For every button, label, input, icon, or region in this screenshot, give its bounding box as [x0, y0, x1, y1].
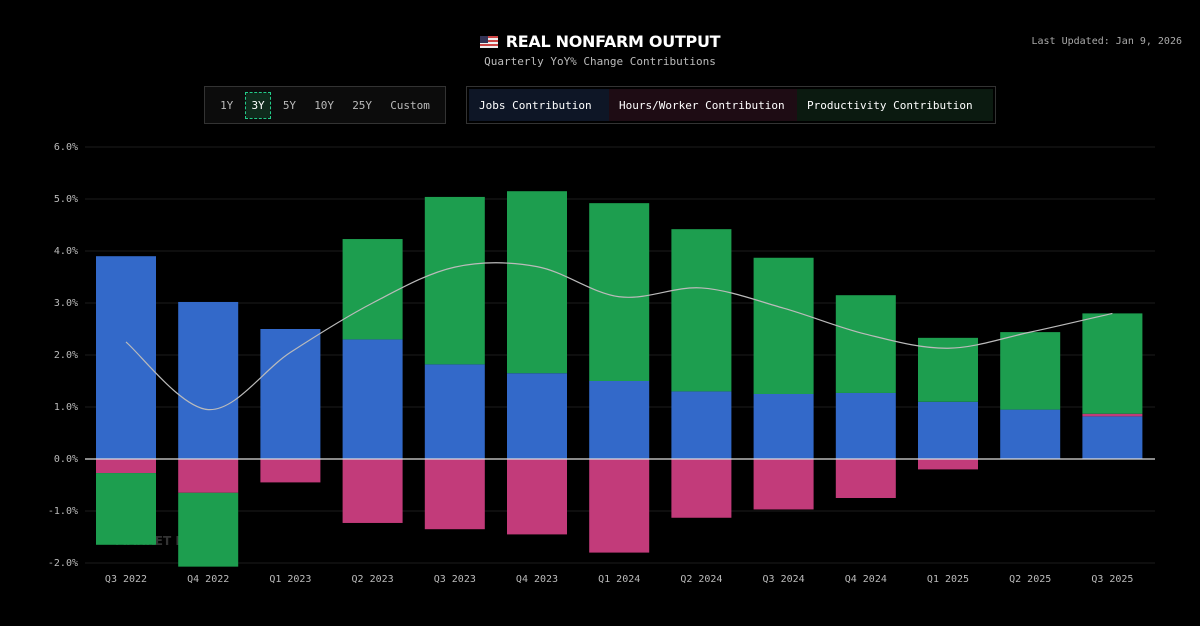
x-tick-label: Q4 2023: [516, 574, 558, 585]
bar-productivity: [835, 295, 896, 393]
x-tick-label: Q2 2023: [352, 574, 394, 585]
y-tick-label: 2.0%: [54, 350, 78, 361]
y-tick-label: -1.0%: [48, 506, 78, 517]
range-25y[interactable]: 25Y: [352, 98, 373, 112]
y-tick-label: 5.0%: [54, 194, 78, 205]
range-selector: 1Y 3Y 5Y 10Y 25Y Custom: [204, 86, 446, 124]
x-tick-label: Q4 2024: [845, 574, 887, 585]
bar-jobs: [342, 339, 403, 459]
bar-productivity: [1000, 332, 1061, 410]
bar-jobs: [835, 392, 896, 459]
bar-jobs: [260, 329, 321, 459]
title-text: REAL NONFARM OUTPUT: [505, 32, 721, 51]
range-3y[interactable]: 3Y: [245, 91, 271, 119]
x-tick-label: Q3 2025: [1091, 574, 1133, 585]
bar-hours: [507, 459, 567, 535]
bar-jobs: [96, 256, 156, 459]
x-tick-label: Q2 2024: [680, 574, 722, 585]
bar-productivity: [753, 257, 814, 394]
legend-hours-worker[interactable]: Hours/Worker Contribution: [609, 89, 797, 121]
range-1y[interactable]: 1Y: [220, 98, 234, 112]
bar-jobs: [753, 394, 814, 459]
y-tick-label: 4.0%: [54, 246, 78, 257]
bar-jobs: [918, 401, 978, 459]
bar-jobs: [589, 381, 650, 459]
x-tick-label: Q3 2022: [105, 574, 147, 585]
bar-jobs: [1082, 416, 1143, 459]
x-tick-label: Q1 2024: [598, 574, 640, 585]
bar-jobs: [1000, 409, 1061, 459]
legend: Jobs Contribution Hours/Worker Contribut…: [466, 86, 996, 124]
bar-jobs: [671, 391, 732, 459]
bar-hours: [671, 459, 732, 518]
x-tick-label: Q2 2025: [1009, 574, 1051, 585]
us-flag-icon: [479, 36, 498, 48]
bar-jobs: [424, 364, 485, 459]
range-10y[interactable]: 10Y: [314, 98, 335, 112]
bar-productivity: [589, 203, 650, 381]
x-tick-label: Q3 2023: [434, 574, 476, 585]
bar-jobs: [507, 373, 567, 459]
x-tick-label: Q4 2022: [187, 574, 229, 585]
bar-hours: [342, 459, 403, 523]
y-tick-label: 1.0%: [54, 402, 78, 413]
bar-hours: [753, 459, 814, 510]
total-line: [125, 262, 1113, 411]
bar-productivity: [1082, 313, 1143, 414]
y-tick-label: 0.0%: [54, 454, 78, 465]
bar-hours: [96, 459, 156, 474]
chart-subtitle: Quarterly YoY% Change Contributions: [484, 55, 716, 68]
bar-productivity: [178, 492, 239, 567]
bar-jobs: [178, 301, 239, 459]
bar-hours: [260, 459, 321, 483]
range-5y[interactable]: 5Y: [282, 98, 297, 112]
legend-jobs[interactable]: Jobs Contribution: [469, 89, 609, 121]
bar-productivity: [96, 473, 156, 545]
bar-hours: [424, 459, 485, 530]
chart-title: REAL NONFARM OUTPUT: [0, 32, 1200, 51]
x-tick-label: Q1 2025: [927, 574, 969, 585]
bar-hours: [1082, 413, 1143, 417]
bar-hours: [589, 459, 650, 553]
bar-productivity: [424, 196, 485, 365]
last-updated: Last Updated: Jan 9, 2026: [1031, 36, 1182, 47]
x-tick-label: Q3 2024: [763, 574, 805, 585]
range-custom[interactable]: Custom: [390, 98, 430, 112]
y-tick-label: 6.0%: [54, 142, 78, 153]
y-tick-label: -2.0%: [48, 558, 78, 569]
bar-productivity: [342, 239, 403, 340]
bar-productivity: [671, 229, 732, 392]
bar-productivity: [507, 191, 567, 374]
legend-productivity[interactable]: Productivity Contribution: [797, 89, 993, 121]
y-tick-label: 3.0%: [54, 298, 78, 309]
bar-hours: [918, 459, 978, 470]
bar-hours: [178, 459, 239, 493]
x-tick-label: Q1 2023: [269, 574, 311, 585]
bar-hours: [835, 459, 896, 498]
